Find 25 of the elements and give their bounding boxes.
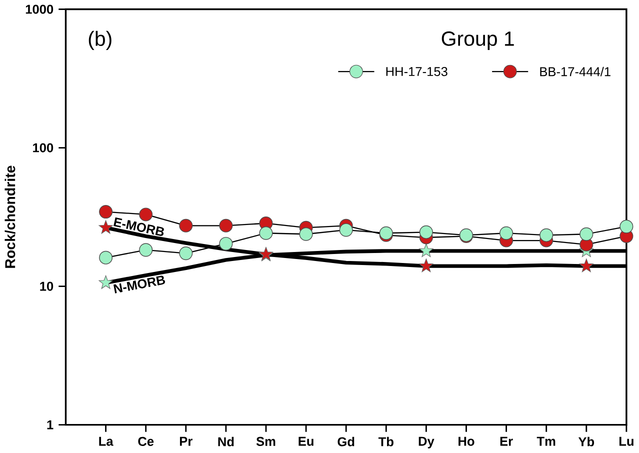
x-tick-label: Sm — [256, 436, 276, 446]
x-tick-label: Er — [500, 436, 513, 446]
y-axis-title: Rock/chondrite — [4, 166, 16, 268]
legend-label: BB-17-444/1 — [540, 66, 610, 76]
x-tick-label: Tm — [536, 436, 556, 446]
text: E-MORB — [114, 217, 164, 236]
x-tick-label: Gd — [338, 436, 354, 446]
x-tick-label: Dy — [418, 436, 434, 448]
y-tick-label: 10 — [40, 282, 54, 291]
x-tick-label: Lu — [619, 436, 634, 446]
x-tick-label: Nd — [218, 436, 234, 446]
x-tick-label: Ce — [138, 436, 154, 446]
text: N-MORB — [114, 276, 166, 294]
y-tick-label: 1 — [47, 420, 54, 430]
x-tick-label: La — [99, 436, 114, 446]
legend-label: HH-17-153 — [386, 66, 448, 76]
x-tick-label: Yb — [578, 436, 594, 446]
x-tick-label: Eu — [298, 436, 314, 446]
x-tick-label: Pr — [180, 436, 192, 446]
y-tick-label: 100 — [33, 143, 54, 152]
x-tick-label: Tb — [378, 436, 394, 446]
y-tick-label: 1000 — [26, 4, 54, 14]
legend-title: Group 1 — [442, 31, 514, 50]
x-tick-label: Ho — [458, 436, 474, 446]
annotation: (b) — [88, 30, 112, 50]
